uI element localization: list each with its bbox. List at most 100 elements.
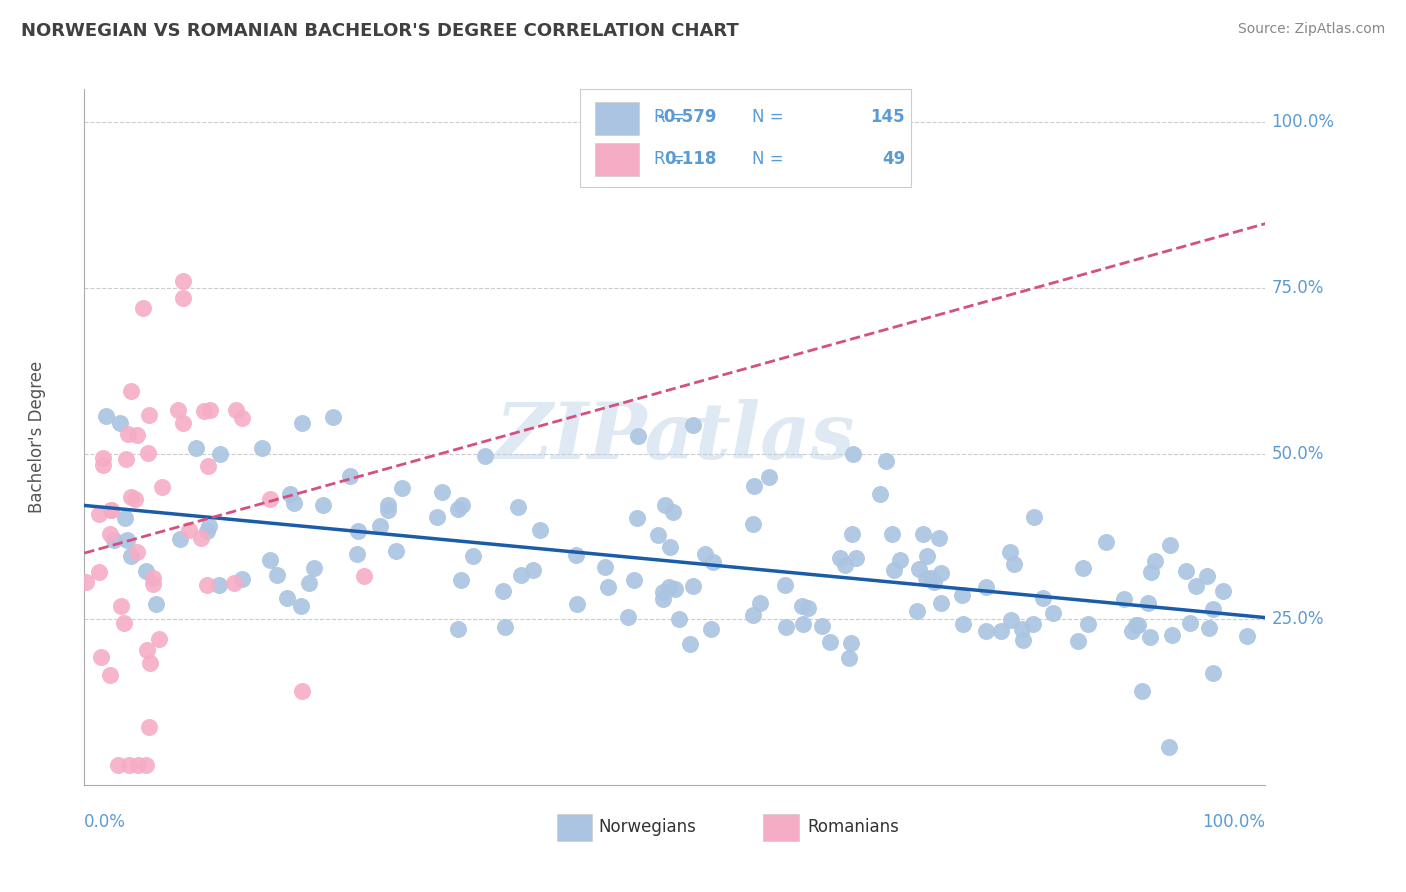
Point xyxy=(322,409,344,424)
Point xyxy=(172,273,194,287)
Point xyxy=(510,568,533,582)
Point xyxy=(138,408,160,422)
Point xyxy=(98,668,121,682)
Point xyxy=(742,607,765,622)
Point xyxy=(1042,607,1064,621)
Point xyxy=(679,637,702,651)
Point xyxy=(1180,616,1202,631)
Point xyxy=(451,499,474,513)
Point xyxy=(1077,617,1099,632)
FancyBboxPatch shape xyxy=(595,143,640,177)
Point xyxy=(195,578,218,592)
Point xyxy=(283,496,305,510)
Point xyxy=(1000,613,1022,627)
Point xyxy=(492,583,515,598)
Point xyxy=(911,527,934,541)
FancyBboxPatch shape xyxy=(595,102,640,135)
Point xyxy=(91,451,114,466)
Point xyxy=(209,447,232,461)
Text: Norwegians: Norwegians xyxy=(598,818,696,837)
Point xyxy=(1159,538,1181,552)
Text: N =: N = xyxy=(752,108,783,126)
Point xyxy=(700,622,723,636)
Point xyxy=(193,404,215,418)
Point xyxy=(75,574,97,589)
Point xyxy=(224,575,246,590)
Point xyxy=(1094,534,1116,549)
Point xyxy=(447,622,470,636)
Point xyxy=(115,452,138,467)
Point xyxy=(1121,624,1143,638)
Point xyxy=(198,402,221,417)
Point xyxy=(103,533,125,548)
Point xyxy=(529,523,551,537)
Point xyxy=(231,411,253,425)
Point xyxy=(841,527,863,541)
Point xyxy=(593,560,616,574)
Point xyxy=(1195,568,1218,582)
Point xyxy=(838,651,860,665)
Text: -0.579: -0.579 xyxy=(657,108,716,126)
Point xyxy=(775,620,797,634)
Text: 0.0%: 0.0% xyxy=(84,813,127,830)
Point xyxy=(742,478,765,492)
Point xyxy=(1201,602,1223,616)
Point xyxy=(391,481,413,495)
Point xyxy=(845,551,868,566)
Point xyxy=(915,571,938,585)
Point xyxy=(749,596,772,610)
Point xyxy=(758,469,780,483)
Point xyxy=(117,426,139,441)
Point xyxy=(950,588,973,602)
Point xyxy=(922,574,945,589)
Point xyxy=(974,624,997,638)
Point xyxy=(662,505,685,519)
Point xyxy=(190,531,212,545)
Point xyxy=(617,610,640,624)
Text: 50.0%: 50.0% xyxy=(1271,444,1323,463)
Text: R =: R = xyxy=(654,108,685,126)
Point xyxy=(1071,560,1094,574)
Point xyxy=(929,566,952,580)
Point xyxy=(682,417,704,432)
Point xyxy=(929,596,952,610)
Point xyxy=(172,417,194,431)
Point xyxy=(195,524,218,538)
Point xyxy=(928,531,950,545)
Point xyxy=(702,555,724,569)
Point xyxy=(1011,633,1033,648)
Point xyxy=(834,558,856,572)
Point xyxy=(114,511,136,525)
Point xyxy=(131,301,153,316)
Point xyxy=(172,291,194,305)
Point xyxy=(377,503,399,517)
Point xyxy=(278,487,301,501)
Point xyxy=(565,598,588,612)
Point xyxy=(177,523,200,537)
Point xyxy=(1201,665,1223,680)
Point xyxy=(1184,579,1206,593)
Point xyxy=(120,384,142,398)
Text: 100.0%: 100.0% xyxy=(1271,113,1334,131)
Point xyxy=(494,619,516,633)
Point xyxy=(208,578,231,592)
Point xyxy=(1011,622,1033,636)
Point xyxy=(368,519,391,533)
Point xyxy=(883,564,905,578)
Point xyxy=(1161,627,1184,641)
Point xyxy=(695,548,717,562)
Point xyxy=(426,510,449,524)
Point xyxy=(145,597,167,611)
Point xyxy=(742,517,765,532)
Point xyxy=(522,563,544,577)
Point xyxy=(125,428,148,442)
Point xyxy=(654,498,676,512)
Point xyxy=(647,528,669,542)
Point xyxy=(346,547,368,561)
Point xyxy=(100,503,122,517)
Point xyxy=(828,550,851,565)
Point xyxy=(231,572,253,586)
Point xyxy=(869,487,891,501)
Point xyxy=(1139,565,1161,579)
Point xyxy=(1139,630,1161,644)
